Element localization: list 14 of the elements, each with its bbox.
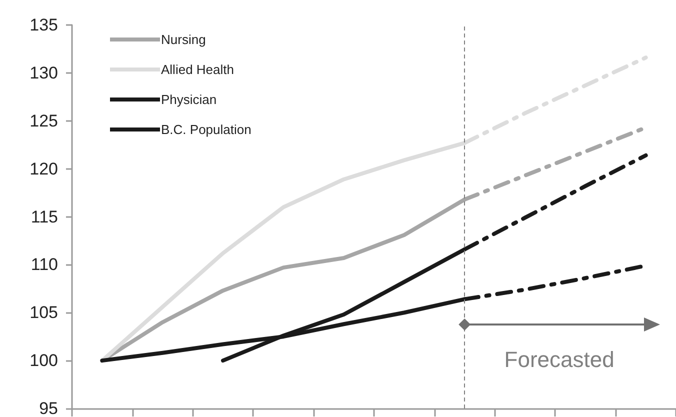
y-tick-label: 120: [30, 159, 58, 178]
y-tick-label: 105: [30, 303, 58, 322]
y-tick-label: 110: [30, 255, 58, 274]
y-tick-label: 95: [39, 399, 58, 417]
y-tick-label: 130: [30, 63, 58, 82]
y-tick-label: 100: [30, 351, 58, 370]
legend-label: Nursing: [161, 32, 206, 47]
y-tick-label: 125: [30, 111, 58, 130]
annotation: Forecasted: [504, 347, 614, 372]
y-tick-label: 135: [30, 16, 58, 34]
legend-label: Allied Health: [161, 62, 234, 77]
legend-label: B.C. Population: [161, 122, 252, 137]
y-tick-label: 115: [30, 207, 58, 226]
legend-label: Physician: [161, 92, 217, 107]
